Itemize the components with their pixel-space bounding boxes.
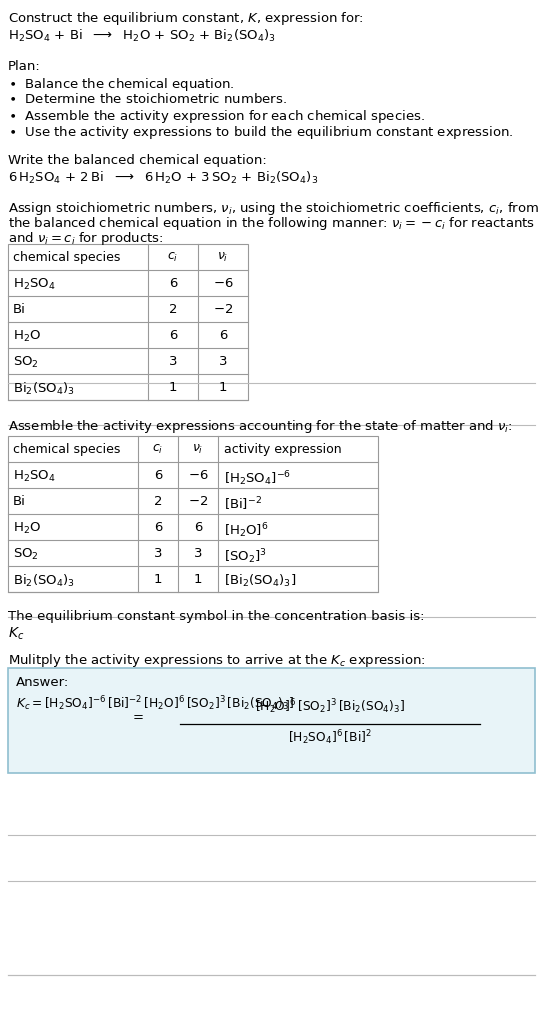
Text: $[\mathrm{H_2O}]^{6}$: $[\mathrm{H_2O}]^{6}$ bbox=[224, 521, 268, 540]
Text: $K_c$: $K_c$ bbox=[8, 626, 24, 643]
Text: 2: 2 bbox=[169, 303, 177, 316]
Bar bbox=[8, 436, 378, 592]
Text: $K_c = [\mathrm{H_2SO_4}]^{-6}\,[\mathrm{Bi}]^{-2}\,[\mathrm{H_2O}]^{6}\,[\mathr: $K_c = [\mathrm{H_2SO_4}]^{-6}\,[\mathrm… bbox=[16, 694, 294, 712]
Text: Answer:: Answer: bbox=[16, 676, 70, 689]
Text: Plan:: Plan: bbox=[8, 60, 41, 73]
Text: $-2$: $-2$ bbox=[188, 495, 208, 508]
Text: chemical species: chemical species bbox=[13, 443, 121, 456]
Text: $\mathrm{H_2O}$: $\mathrm{H_2O}$ bbox=[13, 329, 41, 344]
Text: $\nu_i$: $\nu_i$ bbox=[192, 443, 204, 456]
Text: $\mathrm{H_2SO_4}$: $\mathrm{H_2SO_4}$ bbox=[13, 277, 55, 292]
Text: $-6$: $-6$ bbox=[188, 469, 209, 482]
Text: $-2$: $-2$ bbox=[213, 303, 233, 316]
Text: 2: 2 bbox=[154, 495, 162, 508]
Text: $\mathrm{Bi_2(SO_4)_3}$: $\mathrm{Bi_2(SO_4)_3}$ bbox=[13, 573, 75, 589]
Text: $\bullet$  Balance the chemical equation.: $\bullet$ Balance the chemical equation. bbox=[8, 76, 235, 93]
Text: $c_i$: $c_i$ bbox=[153, 443, 163, 456]
Text: $6\,\mathrm{H_2SO_4}$ + $2\,\mathrm{Bi}$  $\longrightarrow$  $6\,\mathrm{H_2O}$ : $6\,\mathrm{H_2SO_4}$ + $2\,\mathrm{Bi}$… bbox=[8, 170, 318, 187]
Text: 3: 3 bbox=[169, 355, 177, 368]
Text: 1: 1 bbox=[169, 381, 177, 394]
Text: $\mathrm{Bi_2(SO_4)_3}$: $\mathrm{Bi_2(SO_4)_3}$ bbox=[13, 381, 75, 397]
Text: 6: 6 bbox=[219, 329, 227, 342]
Text: $[\mathrm{SO_2}]^{3}$: $[\mathrm{SO_2}]^{3}$ bbox=[224, 547, 267, 566]
Text: activity expression: activity expression bbox=[224, 443, 342, 456]
Text: Assemble the activity expressions accounting for the state of matter and $\nu_i$: Assemble the activity expressions accoun… bbox=[8, 418, 513, 435]
Text: 3: 3 bbox=[194, 547, 202, 560]
Text: $\bullet$  Determine the stoichiometric numbers.: $\bullet$ Determine the stoichiometric n… bbox=[8, 92, 287, 106]
Text: $[\mathrm{Bi_2(SO_4)_3}]$: $[\mathrm{Bi_2(SO_4)_3}]$ bbox=[224, 573, 296, 589]
FancyBboxPatch shape bbox=[8, 668, 535, 773]
Text: the balanced chemical equation in the following manner: $\nu_i = -c_i$ for react: the balanced chemical equation in the fo… bbox=[8, 215, 535, 232]
Text: 6: 6 bbox=[154, 521, 162, 534]
Text: The equilibrium constant symbol in the concentration basis is:: The equilibrium constant symbol in the c… bbox=[8, 610, 425, 623]
Text: 6: 6 bbox=[169, 277, 177, 290]
Text: $=$: $=$ bbox=[130, 709, 144, 723]
Text: $\mathrm{H_2SO_4}$ + Bi  $\longrightarrow$  $\mathrm{H_2O}$ + $\mathrm{SO_2}$ + : $\mathrm{H_2SO_4}$ + Bi $\longrightarrow… bbox=[8, 28, 276, 44]
Text: 1: 1 bbox=[219, 381, 228, 394]
Text: 1: 1 bbox=[194, 573, 202, 586]
Text: Construct the equilibrium constant, $K$, expression for:: Construct the equilibrium constant, $K$,… bbox=[8, 10, 364, 27]
Text: $[\mathrm{H_2SO_4}]^{6}\,[\mathrm{Bi}]^{2}$: $[\mathrm{H_2SO_4}]^{6}\,[\mathrm{Bi}]^{… bbox=[288, 728, 372, 746]
Text: $c_i$: $c_i$ bbox=[167, 251, 179, 264]
Text: Bi: Bi bbox=[13, 303, 26, 316]
Text: $\nu_i$: $\nu_i$ bbox=[217, 251, 229, 264]
Text: $-6$: $-6$ bbox=[213, 277, 233, 290]
Text: 6: 6 bbox=[169, 329, 177, 342]
Text: 6: 6 bbox=[194, 521, 202, 534]
Text: $\mathrm{SO_2}$: $\mathrm{SO_2}$ bbox=[13, 355, 39, 370]
Text: Write the balanced chemical equation:: Write the balanced chemical equation: bbox=[8, 154, 267, 167]
Text: Mulitply the activity expressions to arrive at the $K_c$ expression:: Mulitply the activity expressions to arr… bbox=[8, 652, 426, 669]
Text: $\mathrm{H_2O}$: $\mathrm{H_2O}$ bbox=[13, 521, 41, 536]
Text: 1: 1 bbox=[154, 573, 162, 586]
Text: 6: 6 bbox=[154, 469, 162, 482]
Text: $[\mathrm{H_2O}]^{6}\,[\mathrm{SO_2}]^{3}\,[\mathrm{Bi_2(SO_4)_3}]$: $[\mathrm{H_2O}]^{6}\,[\mathrm{SO_2}]^{3… bbox=[255, 697, 405, 716]
Text: 3: 3 bbox=[154, 547, 162, 560]
Text: $\bullet$  Use the activity expressions to build the equilibrium constant expres: $\bullet$ Use the activity expressions t… bbox=[8, 124, 514, 141]
Text: Assign stoichiometric numbers, $\nu_i$, using the stoichiometric coefficients, $: Assign stoichiometric numbers, $\nu_i$, … bbox=[8, 200, 539, 217]
Bar bbox=[8, 244, 248, 400]
Text: $\mathrm{SO_2}$: $\mathrm{SO_2}$ bbox=[13, 547, 39, 562]
Text: $\mathrm{H_2SO_4}$: $\mathrm{H_2SO_4}$ bbox=[13, 469, 55, 484]
Text: Bi: Bi bbox=[13, 495, 26, 508]
Text: $[\mathrm{H_2SO_4}]^{-6}$: $[\mathrm{H_2SO_4}]^{-6}$ bbox=[224, 469, 291, 488]
Text: $\bullet$  Assemble the activity expression for each chemical species.: $\bullet$ Assemble the activity expressi… bbox=[8, 108, 425, 125]
Text: and $\nu_i = c_i$ for products:: and $\nu_i = c_i$ for products: bbox=[8, 230, 163, 247]
Text: 3: 3 bbox=[219, 355, 228, 368]
Text: $[\mathrm{Bi}]^{-2}$: $[\mathrm{Bi}]^{-2}$ bbox=[224, 495, 262, 512]
Text: chemical species: chemical species bbox=[13, 251, 121, 264]
